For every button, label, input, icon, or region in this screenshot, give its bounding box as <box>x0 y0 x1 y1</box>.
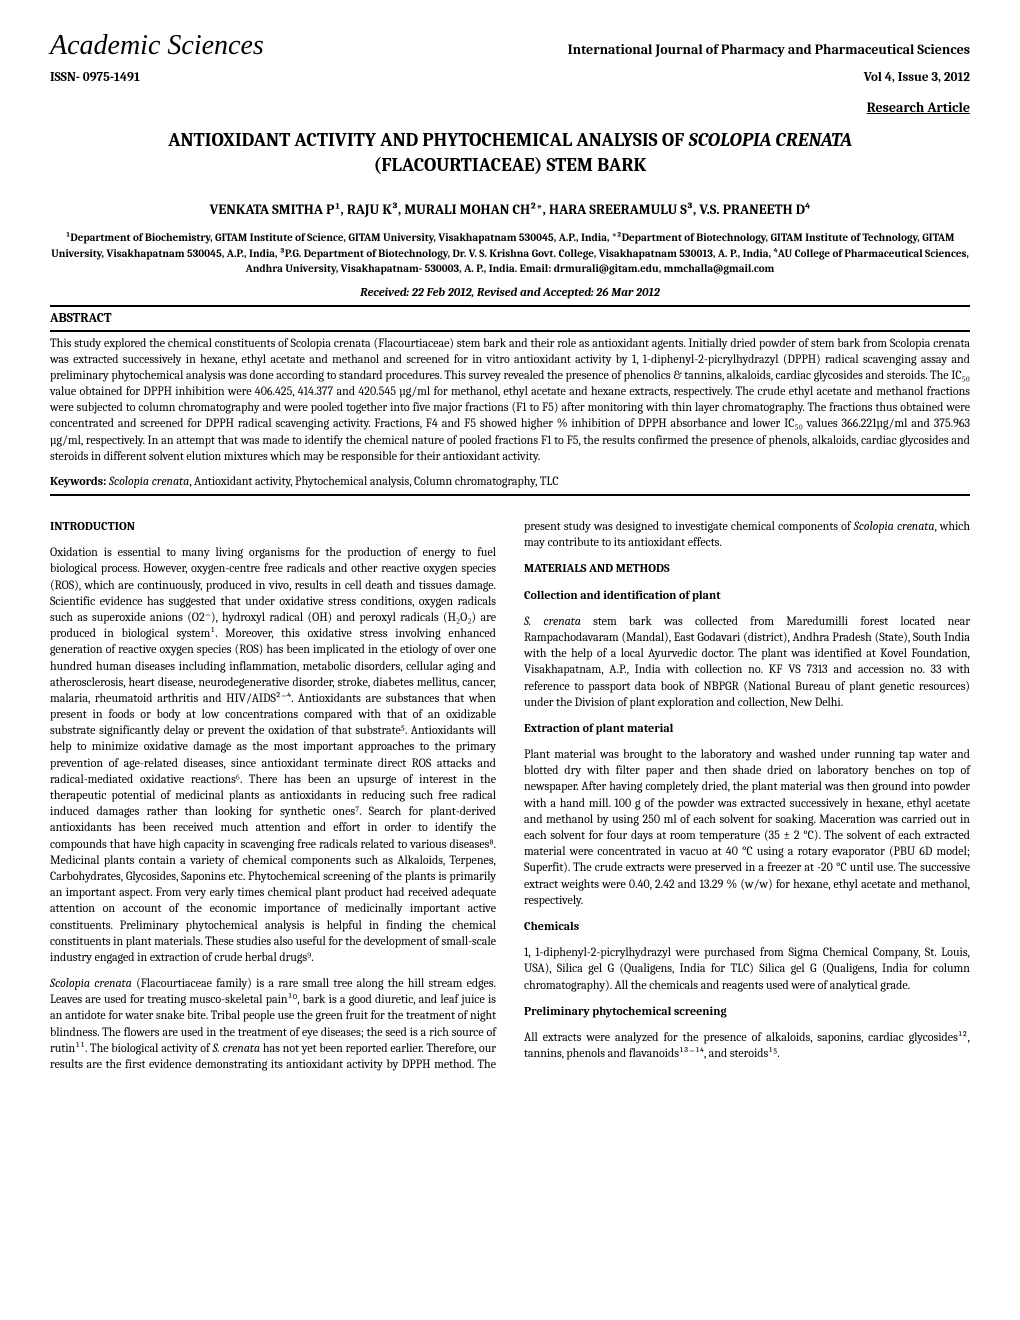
issn-number: ISSN- 0975-1491 <box>50 70 140 85</box>
abstract-text: This study explored the chemical constit… <box>50 335 970 465</box>
header-row: Academic Sciences International Journal … <box>50 30 970 62</box>
abstract-heading: ABSTRACT <box>50 311 970 326</box>
extraction-heading: Extraction of plant material <box>524 720 970 736</box>
collection-paragraph: S. crenata stem bark was collected from … <box>524 613 970 710</box>
keywords-rest: , Antioxidant activity, Phytochemical an… <box>189 474 558 488</box>
keywords-line: Keywords: Scolopia crenata, Antioxidant … <box>50 474 970 488</box>
divider-keywords <box>50 494 970 496</box>
chemicals-heading: Chemicals <box>524 918 970 934</box>
journal-name: International Journal of Pharmacy and Ph… <box>568 41 970 58</box>
preliminary-paragraph: All extracts were analyzed for the prese… <box>524 1029 970 1061</box>
divider-top <box>50 305 970 307</box>
title-species: SCOLOPIA CRENATA <box>688 129 851 151</box>
authors-list: VENKATA SMITHA P¹, RAJU K³, MURALI MOHAN… <box>50 201 970 218</box>
species-italic-2: S. crenata <box>213 1041 261 1055</box>
introduction-p1: Oxidation is essential to many living or… <box>50 544 496 965</box>
collection-heading: Collection and identification of plant <box>524 587 970 603</box>
received-accepted-dates: Received: 22 Feb 2012, Revised and Accep… <box>50 285 970 299</box>
species-italic-4: S. crenata <box>524 614 581 628</box>
body-columns: INTRODUCTION Oxidation is essential to m… <box>50 518 970 1072</box>
volume-issue: Vol 4, Issue 3, 2012 <box>864 70 970 85</box>
title-part2: (FLACOURTIACEAE) STEM BARK <box>374 154 647 176</box>
article-title: ANTIOXIDANT ACTIVITY AND PHYTOCHEMICAL A… <box>50 128 970 177</box>
keywords-label: Keywords: <box>50 474 109 488</box>
affiliations: ¹Department of Biochemistry, GITAM Insti… <box>50 230 970 276</box>
extraction-paragraph: Plant material was brought to the labora… <box>524 746 970 908</box>
publisher-name: Academic Sciences <box>50 30 264 62</box>
issn-row: ISSN- 0975-1491 Vol 4, Issue 3, 2012 <box>50 70 970 85</box>
introduction-heading: INTRODUCTION <box>50 518 496 534</box>
title-part1: ANTIOXIDANT ACTIVITY AND PHYTOCHEMICAL A… <box>168 129 688 151</box>
preliminary-heading: Preliminary phytochemical screening <box>524 1003 970 1019</box>
divider-abstract <box>50 330 970 332</box>
article-type: Research Article <box>50 99 970 116</box>
species-italic-3: Scolopia crenata <box>854 519 935 533</box>
materials-methods-heading: MATERIALS AND METHODS <box>524 560 970 576</box>
species-italic: Scolopia crenata <box>50 976 132 990</box>
chemicals-paragraph: 1, 1-diphenyl-2-picrylhydrazyl were purc… <box>524 944 970 993</box>
keywords-species: Scolopia crenata <box>109 474 189 488</box>
collection-text: stem bark was collected from Maredumilli… <box>524 614 970 709</box>
